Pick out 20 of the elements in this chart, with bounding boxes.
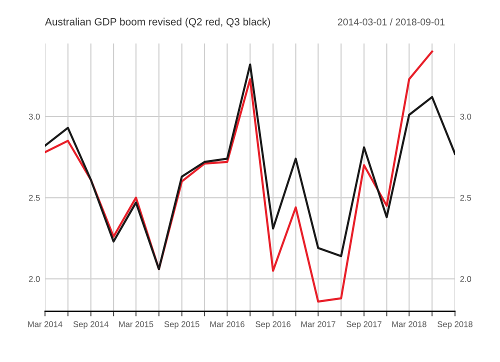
y2-tick-label: 3.0 [460, 114, 472, 120]
line-series [45, 64, 455, 270]
y2-tick-label: 2.0 [460, 276, 472, 282]
y-tick-label: 3.0 [28, 114, 40, 120]
x-tick-label: Mar 2018 [392, 321, 426, 328]
x-tick-label: Sep 2014 [73, 321, 108, 329]
y-tick-label: 2.0 [28, 276, 40, 282]
y-tick-label: 2.5 [28, 194, 40, 201]
x-tick-label: Sep 2018 [438, 321, 472, 329]
x-tick-label: Mar 2015 [119, 321, 154, 328]
y2-tick-label: 2.5 [460, 194, 472, 201]
x-tick-label: Sep 2017 [346, 321, 382, 329]
x-tick-label: Mar 2017 [301, 321, 336, 328]
chart-title: Australian GDP boom revised (Q2 red, Q3 black) [45, 18, 270, 28]
line-series [45, 50, 434, 303]
chart-subtitle: 2014-03-01 / 2018-09-01 [338, 18, 445, 26]
x-tick-label: Sep 2015 [164, 321, 200, 329]
x-tick-label: Mar 2016 [210, 321, 244, 328]
x-tick-label: Mar 2014 [28, 321, 62, 328]
x-tick-label: Sep 2016 [256, 321, 291, 329]
